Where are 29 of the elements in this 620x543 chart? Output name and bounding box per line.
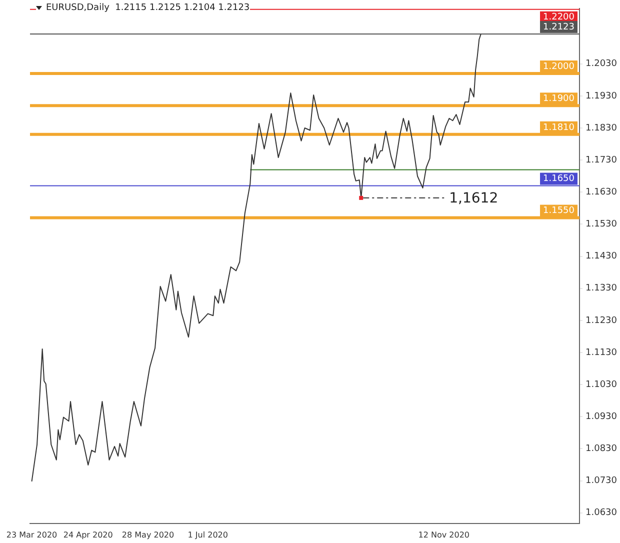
x-tick-label: 28 May 2020 xyxy=(122,530,174,540)
y-tick-label: 1.1730 xyxy=(586,155,618,166)
x-tick-label: 1 Jul 2020 xyxy=(188,530,228,540)
x-tick-label: 12 Nov 2020 xyxy=(418,530,470,540)
ref-line-label: 1.2200 xyxy=(543,12,575,23)
y-tick-label: 1.0630 xyxy=(586,508,618,518)
y-tick-label: 1.1530 xyxy=(586,220,618,230)
x-tick-label: 23 Mar 2020 xyxy=(6,530,58,540)
y-tick-label: 1.0930 xyxy=(586,412,618,422)
x-tick-label: 24 Apr 2020 xyxy=(63,530,113,540)
y-tick-label: 1.0830 xyxy=(586,444,618,454)
ref-line-label: 1.1550 xyxy=(543,206,575,216)
ref-line-label: 1.1650 xyxy=(543,174,575,184)
y-tick-label: 1.1230 xyxy=(586,316,618,326)
y-tick-label: 1.1830 xyxy=(586,123,618,134)
y-tick-label: 1.1030 xyxy=(586,380,618,390)
y-tick-label: 1.1630 xyxy=(586,187,618,198)
ref-line-label: 1.2123 xyxy=(543,22,575,32)
y-tick-label: 1.1430 xyxy=(586,252,618,262)
ref-line-label: 1.2000 xyxy=(543,62,575,72)
y-tick-label: 1.1130 xyxy=(586,348,618,358)
chart-title: EURUSD,Daily 1.2115 1.2125 1.2104 1.2123 xyxy=(46,3,250,13)
annotation: 1,1612 xyxy=(449,190,498,207)
y-tick-label: 1.1330 xyxy=(586,284,618,294)
y-tick-label: 1.0730 xyxy=(586,476,618,486)
ref-line-label: 1.1900 xyxy=(543,94,575,104)
y-tick-label: 1.2030 xyxy=(586,59,618,70)
ref-line-label: 1.1810 xyxy=(543,122,575,133)
y-tick-label: 1.1930 xyxy=(586,91,618,102)
